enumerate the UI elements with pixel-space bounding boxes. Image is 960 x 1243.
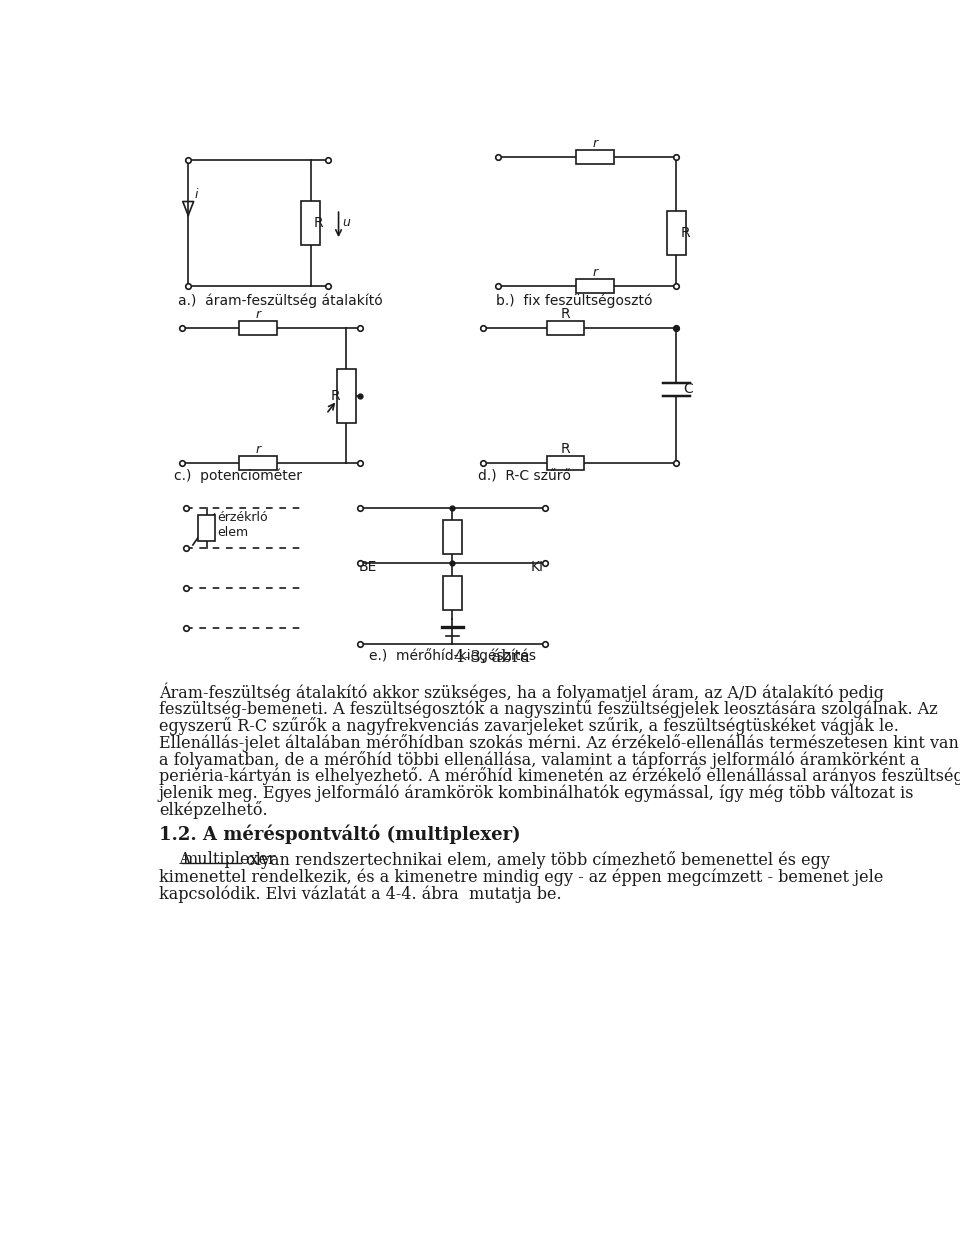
Text: b.)  fix feszültségosztó: b.) fix feszültségosztó bbox=[496, 293, 653, 308]
Text: BE: BE bbox=[359, 561, 377, 574]
Text: KI: KI bbox=[531, 561, 543, 574]
Text: r: r bbox=[255, 444, 260, 456]
Bar bbox=[444, 521, 462, 554]
Text: A: A bbox=[158, 851, 196, 869]
Text: elképzelhető.: elképzelhető. bbox=[158, 802, 268, 819]
Bar bbox=[239, 456, 276, 470]
Bar bbox=[239, 321, 276, 334]
Text: R: R bbox=[561, 307, 570, 321]
Text: C: C bbox=[684, 383, 693, 397]
Text: R: R bbox=[314, 216, 324, 230]
Text: jelenik meg. Egyes jelformáló áramkörök kombinálhatók egymással, így még több vá: jelenik meg. Egyes jelformáló áramkörök … bbox=[158, 784, 914, 802]
Bar bbox=[667, 211, 685, 255]
Bar bbox=[576, 150, 613, 164]
Text: periéria-kártyán is elhelyezhető. A mérőhíd kimenetén az érzékelő ellenállással : periéria-kártyán is elhelyezhető. A mérő… bbox=[158, 767, 960, 786]
Text: r: r bbox=[255, 308, 260, 321]
Bar bbox=[444, 576, 462, 609]
Bar bbox=[576, 280, 613, 293]
Text: u: u bbox=[343, 216, 350, 229]
Text: Ellenállás-jelet általában mérőhídban szokás mérni. Az érzékelő-ellenállás termé: Ellenállás-jelet általában mérőhídban sz… bbox=[158, 733, 959, 752]
Text: multiplexer: multiplexer bbox=[182, 851, 276, 869]
Text: i: i bbox=[194, 189, 198, 201]
Text: a folyamatban, de a mérőhíd többi ellenállása, valamint a tápforrás jelformáló á: a folyamatban, de a mérőhíd többi ellená… bbox=[158, 751, 920, 768]
Bar bbox=[301, 201, 320, 245]
Text: egyszerű R-C szűrők a nagyfrekvenciás zavarjeleket szűrik, a feszültségtüskéket : egyszerű R-C szűrők a nagyfrekvenciás za… bbox=[158, 717, 899, 735]
Text: r: r bbox=[592, 137, 598, 150]
Text: R: R bbox=[561, 443, 570, 456]
Text: d.)  R-C szűrő: d.) R-C szűrő bbox=[478, 470, 571, 484]
Text: R: R bbox=[331, 389, 341, 403]
Bar bbox=[199, 515, 215, 541]
Text: olyan rendszertechnikai elem, amely több címezhető bemenettel és egy: olyan rendszertechnikai elem, amely több… bbox=[241, 851, 829, 869]
Text: feszültség-bemeneti. A feszültségosztók a nagyszintű feszültségjelek leosztására: feszültség-bemeneti. A feszültségosztók … bbox=[158, 700, 938, 717]
Text: Áram-feszültség átalakító akkor szükséges, ha a folyamatjel áram, az A/D átalakí: Áram-feszültség átalakító akkor szüksége… bbox=[158, 682, 884, 702]
Text: a.)  áram-feszültség átalakító: a.) áram-feszültség átalakító bbox=[179, 293, 383, 308]
Text: c.)  potenciométer: c.) potenciométer bbox=[175, 469, 302, 484]
Text: 4-3. ábra: 4-3. ábra bbox=[454, 649, 530, 666]
Text: érzékrló
elem: érzékrló elem bbox=[218, 511, 268, 539]
Bar bbox=[547, 456, 585, 470]
Bar bbox=[337, 369, 355, 423]
Bar bbox=[547, 321, 585, 334]
Text: R: R bbox=[681, 226, 691, 240]
Text: e.)  mérőhíd-kiegészítés: e.) mérőhíd-kiegészítés bbox=[369, 649, 536, 664]
Text: r: r bbox=[592, 266, 598, 280]
Text: kapcsolódik. Elvi vázlatát a 4-4. ábra  mutatja be.: kapcsolódik. Elvi vázlatát a 4-4. ábra m… bbox=[158, 885, 562, 902]
Text: 1.2. A méréspontváltó (multiplexer): 1.2. A méréspontváltó (multiplexer) bbox=[158, 824, 520, 844]
Text: kimenettel rendelkezik, és a kimenetre mindig egy - az éppen megcímzett - bemene: kimenettel rendelkezik, és a kimenetre m… bbox=[158, 869, 883, 886]
